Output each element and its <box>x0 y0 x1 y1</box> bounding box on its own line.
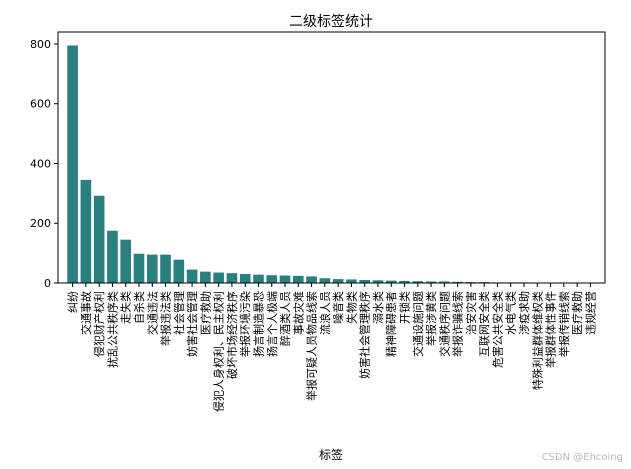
bar <box>160 254 171 283</box>
x-tick-label: 溺水类 <box>371 291 385 324</box>
x-tick-label: 侵犯财产权利 <box>92 291 106 357</box>
y-tick-label: 200 <box>30 217 51 230</box>
bar <box>412 281 424 283</box>
x-tick-label: 危害公共安全类 <box>490 291 504 368</box>
bar <box>439 281 450 283</box>
x-tick-label: 破坏市场经济秩序 <box>225 291 239 379</box>
x-tick-label: 侵犯人身权利、民主权利 <box>212 291 226 412</box>
x-tick-label: 互联网安全类 <box>477 291 491 357</box>
x-tick-label: 举报诈骗线索 <box>451 291 465 357</box>
bar <box>253 274 264 283</box>
x-tick-label: 精神障碍患者 <box>384 291 398 357</box>
bar <box>239 274 251 283</box>
bar <box>359 280 371 283</box>
x-tick-label: 举报涉黄类 <box>424 291 438 346</box>
x-tick-label: 涉疫求助 <box>517 291 531 335</box>
bar <box>186 269 198 283</box>
axes-frame <box>57 31 606 284</box>
x-tick-label: 失物类 <box>344 291 358 324</box>
x-tick-label: 治安灾害 <box>464 291 478 335</box>
x-tick-label: 举报传销线索 <box>557 291 571 357</box>
bar <box>372 280 384 283</box>
bar <box>67 45 78 284</box>
bar <box>133 253 145 283</box>
y-tick-label: 800 <box>30 38 51 51</box>
bar <box>226 273 238 283</box>
bar <box>346 279 357 283</box>
bar <box>213 272 224 283</box>
bar <box>292 275 304 283</box>
x-tick-label: 事故灾难 <box>291 291 305 335</box>
x-tick-label: 违规经营 <box>583 291 597 335</box>
x-tick-label: 扬言制造暴恐 <box>251 291 265 357</box>
x-tick-label: 医疗救助 <box>570 291 584 335</box>
x-tick-label: 举报群体性事件 <box>544 291 558 368</box>
x-tick-label: 特殊利益群体维权类 <box>530 291 544 390</box>
x-tick-label: 举报违法类 <box>159 291 173 346</box>
bar <box>319 278 331 283</box>
x-tick-label: 医疗救助 <box>198 291 212 335</box>
x-tick-label: 交通秩序问题 <box>437 291 451 357</box>
bar <box>385 280 397 283</box>
x-tick-label: 走失类 <box>119 291 133 324</box>
x-tick-label: 开锁类 <box>398 291 412 324</box>
x-tick-label: 举报环境污染 <box>238 291 252 357</box>
x-tick-label: 噪音类 <box>331 291 345 324</box>
bar <box>332 279 344 283</box>
bar <box>107 230 118 283</box>
x-tick-label: 举报可疑人员物品线索 <box>305 291 319 401</box>
x-tick-label: 妨害社会管理 <box>185 291 199 357</box>
watermark: CSDN @Ehcoing <box>541 452 623 463</box>
x-tick-label: 纠纷 <box>67 291 80 313</box>
bar <box>399 280 410 283</box>
y-tick-label: 600 <box>30 98 51 111</box>
x-tick-label: 扰乱公共秩序类 <box>105 291 119 368</box>
x-tick-label: 交通违法 <box>145 291 159 335</box>
x-tick-label: 扬言个人极端 <box>265 291 279 357</box>
bar <box>173 259 185 283</box>
bar <box>93 195 105 283</box>
x-tick-label: 醉酒类人员 <box>278 291 292 346</box>
x-tick-label: 自杀类 <box>132 291 146 324</box>
x-tick-label: 社会管理 <box>172 291 186 335</box>
bar <box>306 276 317 283</box>
y-tick-label: 400 <box>30 157 51 170</box>
bar <box>279 275 291 283</box>
bar <box>200 271 211 283</box>
x-axis-label: 标签 <box>319 447 343 462</box>
x-tick-label: 流浪人员 <box>318 291 332 335</box>
x-tick-label: 交通事故 <box>79 291 93 335</box>
bar <box>266 275 278 283</box>
x-tick-label: 交通设施问题 <box>411 291 425 357</box>
bar <box>146 254 158 283</box>
chart-title: 二级标签统计 <box>289 13 373 30</box>
x-tick-label: 水电气类 <box>504 291 518 335</box>
y-tick-label: 0 <box>44 277 51 290</box>
bar <box>425 281 437 283</box>
bar <box>80 179 92 283</box>
bar <box>452 281 463 283</box>
x-tick-label: 妨害社会管理秩序 <box>358 291 372 379</box>
bar <box>120 239 132 283</box>
